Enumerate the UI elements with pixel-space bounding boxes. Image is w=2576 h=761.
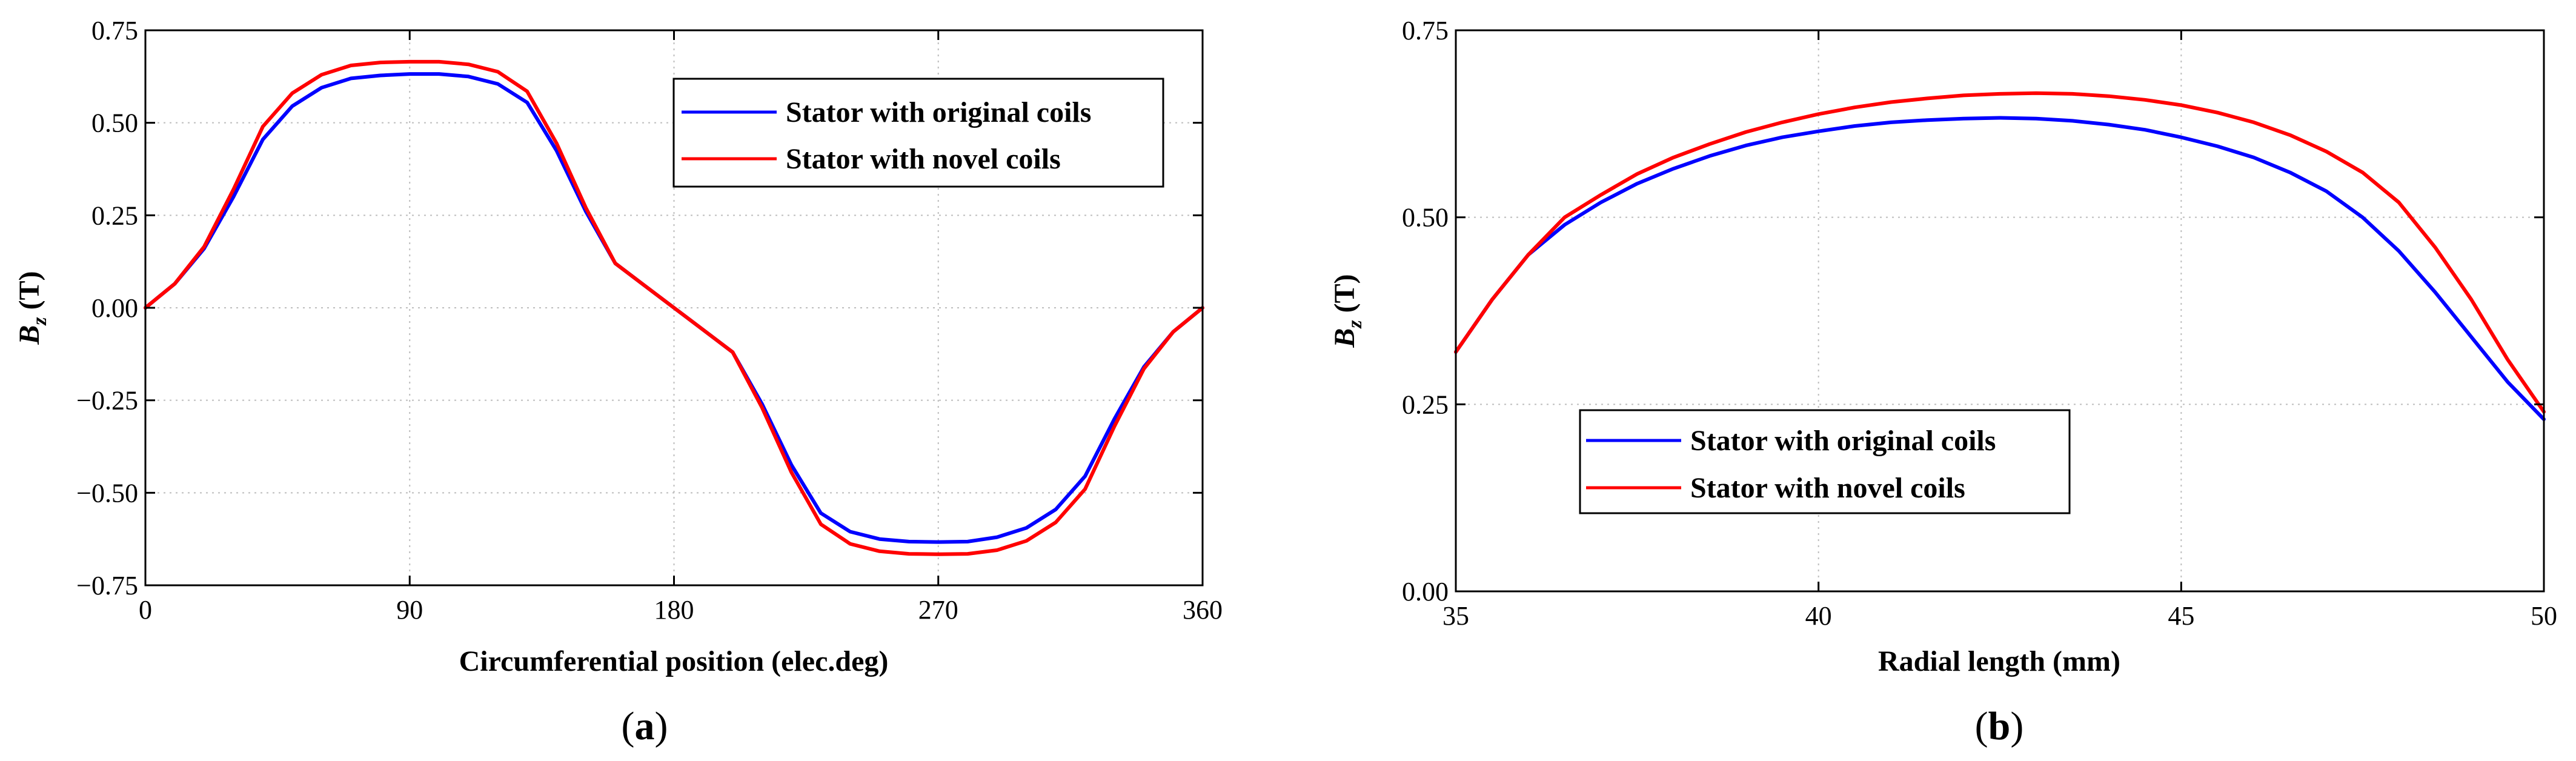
panel-b-caption-letter: b [1988,704,2011,748]
panel-a-xtick-label: 360 [1183,595,1223,625]
panel-b-xtick-label: 45 [2168,601,2194,631]
panel-b-ylabel-unit: (T) [1329,274,1361,320]
panel-b-series [1454,91,2546,421]
panel-a-xtick-label: 180 [654,595,694,625]
panel-a-xtick-label: 0 [139,595,152,625]
panel-a-xtick-label: 90 [396,595,423,625]
panel-b-ytick-label: 0.00 [1402,577,1449,606]
panel-b-legend: Stator with original coils Stator with n… [1579,409,2071,514]
panel-a-ytick-label: 0.50 [91,108,138,138]
panel-b-ytick-label: 0.25 [1402,390,1449,419]
panel-a-ytick-label: 0.00 [91,293,138,323]
panel-b-ylabel-main: B [1329,328,1361,348]
panel-a-ytick-label: 0.25 [91,201,138,230]
panel-b-series-line-novel [1454,91,2546,414]
panel-a-ylabel-main: B [13,325,45,345]
panel-b-plot-frame [1455,29,2545,593]
panel-b-xtick-label: 35 [1442,601,1469,631]
panel-a-caption-letter: a [635,704,655,748]
panel-a-ytick-label: −0.50 [76,478,138,508]
panel-b-caption: (b) [1975,704,2024,748]
panel-b-legend-label-novel: Stator with novel coils [1690,472,1965,504]
panel-b-legend-label-original: Stator with original coils [1690,425,1996,457]
panel-a: 0 90 180 270 360 −0.75 −0.50 −0.25 0.00 0.25 0.50 0… [13,16,1223,748]
panel-b-legend-box [1579,409,2071,514]
panel-a-series [144,59,1204,556]
panel-a-ytick-label: 0.75 [91,16,138,45]
panel-b-ticks: 35 40 45 50 0.00 0.25 0.50 0.75 [1402,16,2557,631]
panel-a-caption: (a) [622,704,668,748]
panel-a-legend-label-novel: Stator with novel coils [786,143,1061,175]
panel-a-xlabel: Circumferential position (elec.deg) [459,645,889,677]
panel-b: 35 40 45 50 0.00 0.25 0.50 0.75 Radial length (… [1329,16,2557,748]
panel-b-xlabel: Radial length (mm) [1878,645,2120,677]
panel-a-ylabel: Bz (T) [13,271,51,345]
panel-b-ytick-label: 0.75 [1402,16,1449,45]
panel-b-xtick-label: 50 [2531,601,2557,631]
panel-a-legend-label-original: Stator with original coils [786,96,1091,128]
panel-a-ylabel-unit: (T) [13,271,45,317]
panel-a-xtick-label: 270 [918,595,958,625]
panel-a-legend-box [672,78,1164,188]
panel-b-xtick-label: 40 [1805,601,1832,631]
panel-a-legend: Stator with original coils Stator with n… [672,78,1164,188]
panel-b-ylabel: Bz (T) [1329,274,1366,348]
panel-b-ytick-label: 0.50 [1402,203,1449,233]
panel-a-ytick-label: −0.25 [76,386,138,416]
panel-b-series-line-original [1454,116,2546,421]
panel-b-ylabel-sub: z [1344,320,1366,329]
panel-a-ylabel-sub: z [28,317,51,326]
panel-a-series-line-novel [144,59,1204,556]
panel-a-ytick-label: −0.75 [76,571,138,600]
panel-a-ticks: 0 90 180 270 360 −0.75 −0.50 −0.25 0.00 0.25 0.50 0… [76,16,1223,625]
